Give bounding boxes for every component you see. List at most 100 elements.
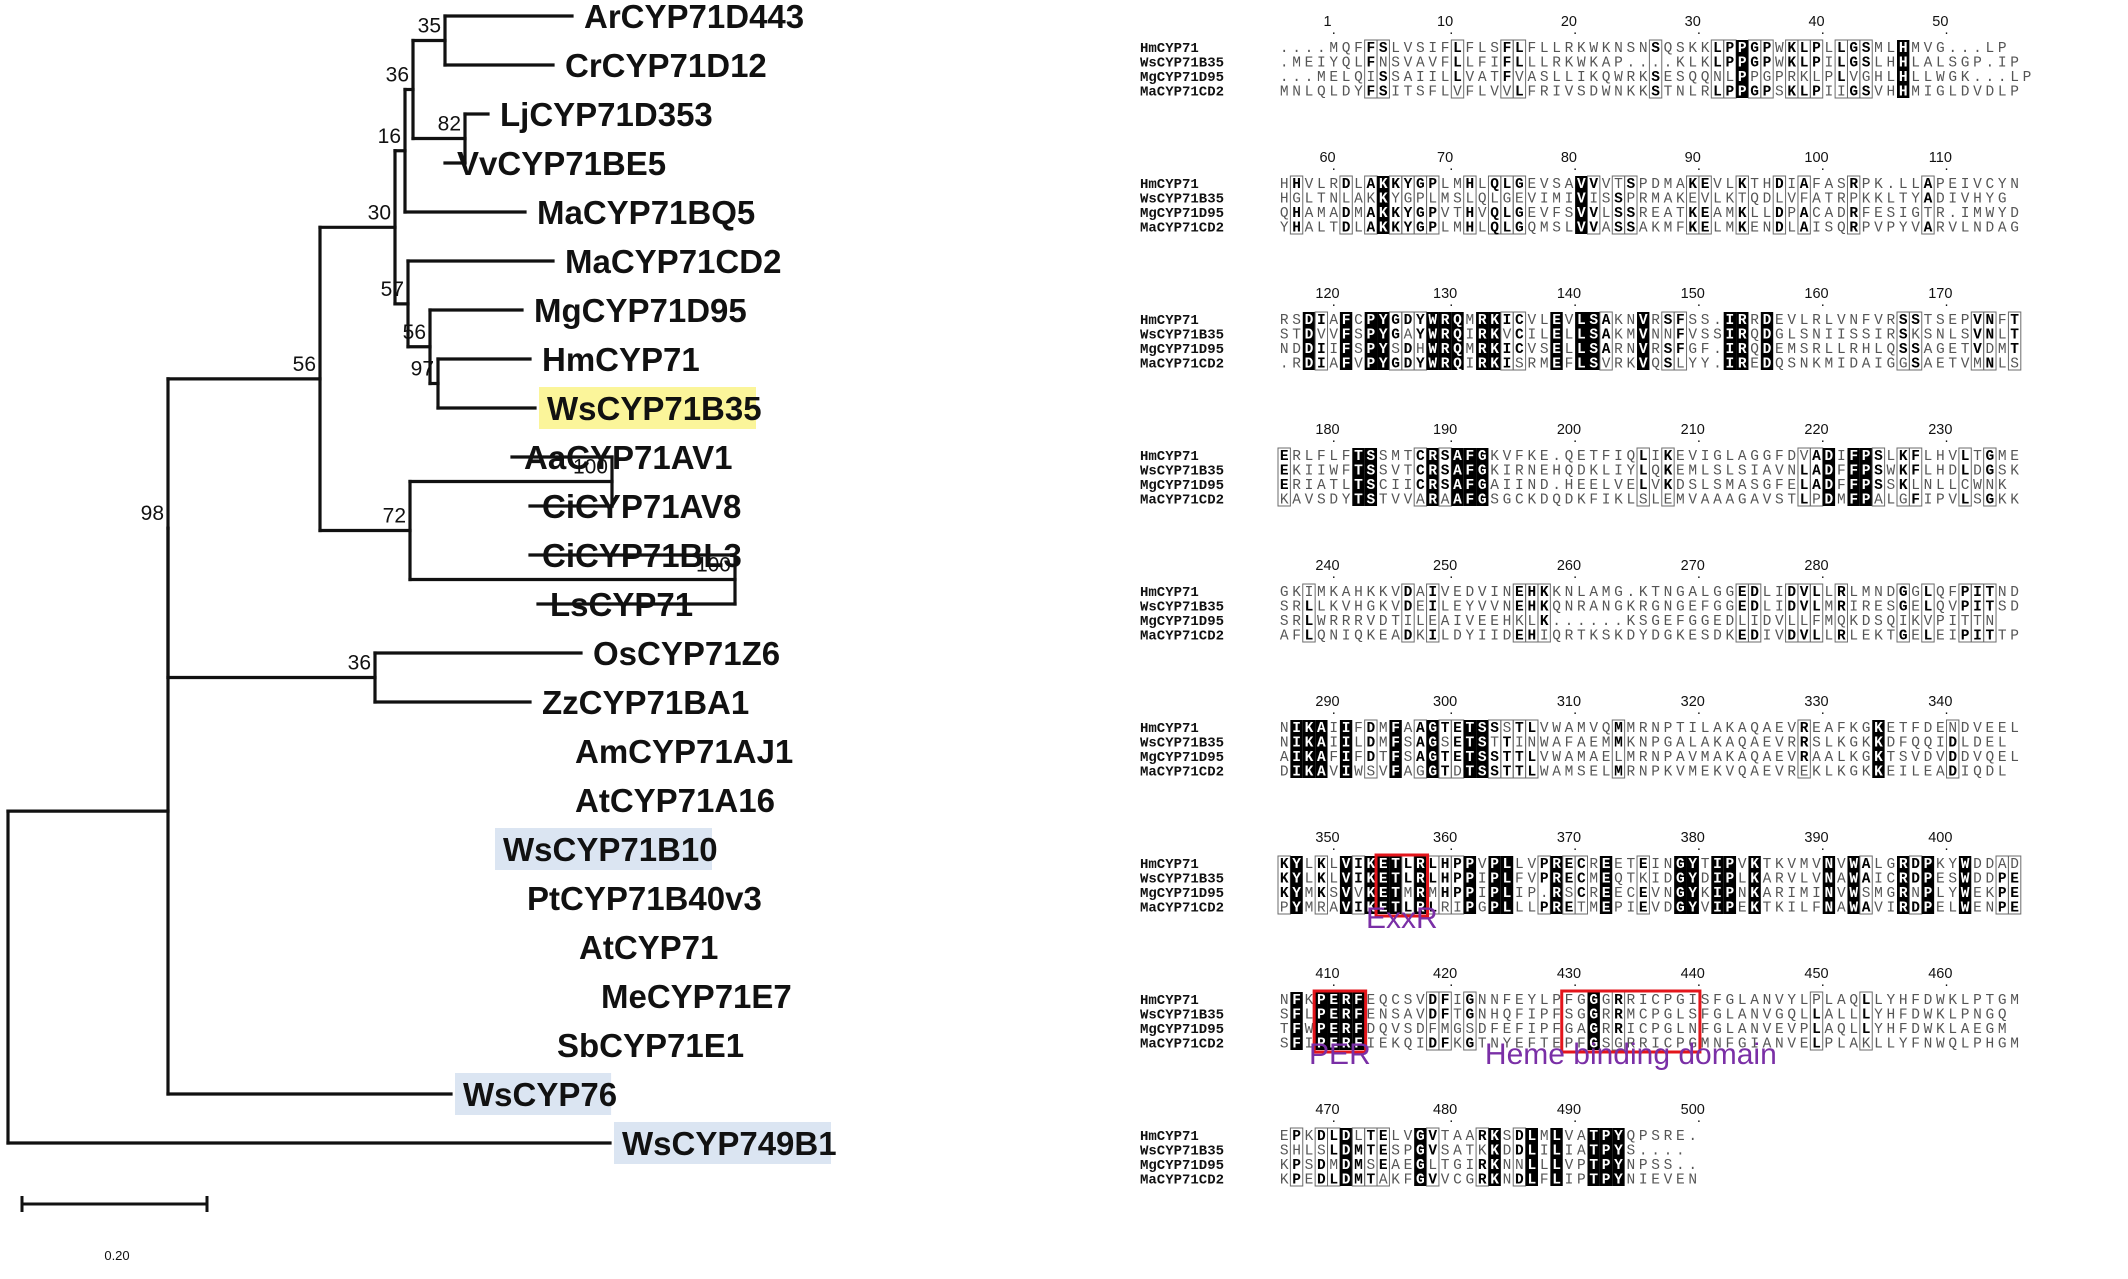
sequence-name: HmCYP71 [1140,177,1199,193]
residue: A [1676,177,1685,193]
residue: T [1441,765,1450,781]
residue: M [1874,41,1883,57]
residue: M [1552,192,1561,208]
identical-column [1525,1128,1538,1186]
similar-column [1760,39,1774,99]
residue: F [1342,449,1351,465]
residue: A [1366,177,1375,193]
residue: W [1329,464,1338,480]
residue: A [1453,449,1462,465]
position-dot: . [1945,974,1949,990]
residue: G [1936,342,1945,358]
position-number: 480 [1433,1102,1457,1118]
residue: K [1688,177,1697,193]
residue: G [1726,600,1735,616]
similar-column [1797,175,1811,235]
residue: I [1503,478,1512,494]
residue: P [1862,177,1871,193]
residue: N [1738,886,1747,902]
residue: P [1540,901,1549,917]
residue: E [1453,736,1462,752]
residue: . [1280,70,1289,86]
residue: V [1503,328,1512,344]
residue: T [1466,736,1475,752]
residue: G [1503,493,1512,509]
residue: L [1849,585,1858,601]
residue: K [1292,585,1301,601]
residue: S [1391,1008,1400,1024]
residue: E [1862,629,1871,645]
residue: K [1639,70,1648,86]
residue: N [1688,1022,1697,1038]
residue: S [1626,177,1635,193]
residue: . [1602,614,1611,630]
residue: L [1453,41,1462,57]
residue: P [1726,872,1735,888]
residue: S [1664,313,1673,329]
identical-column [1550,312,1563,370]
residue: L [1998,765,2007,781]
residue: L [1329,857,1338,873]
residue: T [1280,1022,1289,1038]
residue: A [1738,1022,1747,1038]
residue: I [1305,585,1314,601]
residue: W [1317,614,1326,630]
residue: A [1825,177,1834,193]
residue: D [1973,464,1982,480]
residue: M [1701,750,1710,766]
residue: E [1763,765,1772,781]
residue: V [1849,70,1858,86]
residue: E [1527,206,1536,222]
residue: F [1701,1008,1710,1024]
residue: L [1948,85,1957,101]
residue: P [2023,70,2032,86]
position-number: 40 [1808,14,1824,30]
residue: E [1453,750,1462,766]
residue: L [1490,192,1499,208]
residue: I [1453,901,1462,917]
residue: L [1354,177,1363,193]
residue: Y [1466,629,1475,645]
residue: E [1552,1037,1561,1053]
residue: E [1280,1129,1289,1145]
residue: V [1589,221,1598,237]
residue: I [1317,357,1326,373]
residue: Q [1379,1022,1388,1038]
similar-column [1921,583,1935,643]
residue: T [1626,857,1635,873]
residue: G [1651,600,1660,616]
residue: Q [1342,56,1351,72]
residue: L [1800,313,1809,329]
residue: P [1961,1008,1970,1024]
residue: E [1973,886,1982,902]
similar-column [1450,855,1465,915]
residue: S [1614,192,1623,208]
identical-column [1897,856,1910,914]
residue: L [1701,721,1710,737]
residue: A [1961,1022,1970,1038]
sequence-name: MgCYP71D95 [1140,478,1224,494]
residue: Y [1688,857,1697,873]
residue: L [1874,56,1883,72]
residue: L [1577,357,1586,373]
residue: A [1862,857,1871,873]
residue: K [1701,886,1710,902]
residue: L [1391,1129,1400,1145]
residue: E [1453,721,1462,737]
residue: P [1602,1144,1611,1160]
residue: P [1651,765,1660,781]
residue: E [1565,901,1574,917]
residue: S [1490,765,1499,781]
residue: W [1849,901,1858,917]
residue: Q [1750,342,1759,358]
sequence-name: HmCYP71 [1140,585,1199,601]
residue: L [1688,56,1697,72]
residue: E [1874,206,1883,222]
leaf-label: MaCYP71BQ5 [537,194,755,231]
residue: I [1354,901,1363,917]
residue: D [1763,192,1772,208]
residue: M [1614,765,1623,781]
residue: . [1292,70,1301,86]
residue: V [1478,585,1487,601]
residue: V [1404,493,1413,509]
